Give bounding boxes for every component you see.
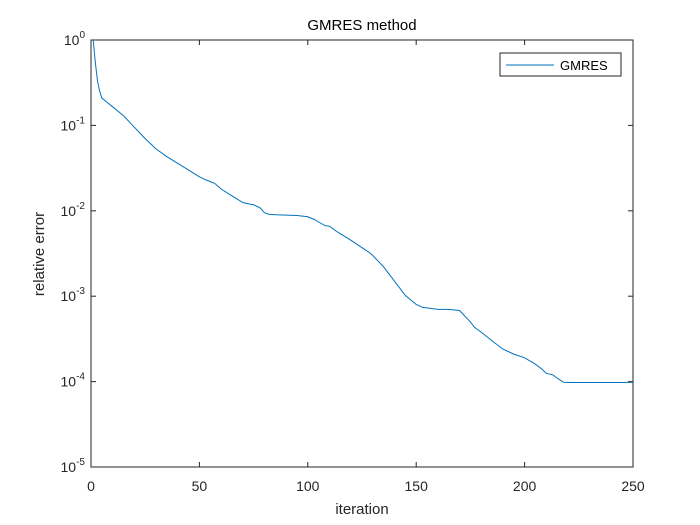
legend-box [499,52,622,77]
y-tick-label: 100 [64,30,86,48]
y-tick-base: 10 [61,374,77,390]
y-tick-exponent: 0 [79,30,85,41]
y-tick-exponent: -1 [76,115,85,126]
x-axis-ticks: 0 50 100 150 200 250 [87,40,645,494]
x-tick-label: 200 [513,478,537,494]
x-tick-label: 100 [296,478,320,494]
y-tick-exponent: -3 [76,286,85,297]
y-tick-base: 10 [61,203,77,219]
y-tick-label: 10-5 [61,457,86,475]
y-tick-label: 10-3 [61,286,86,304]
x-tick-label: 50 [192,478,208,494]
plot-area [90,39,634,468]
y-tick-label: 10-2 [61,201,86,219]
y-tick-base: 10 [61,459,77,475]
y-tick-label: 10-4 [61,372,86,390]
y-axis-label: relative error [31,212,48,296]
y-tick-exponent: -2 [76,201,85,212]
y-tick-label: 10-1 [61,115,86,133]
chart-title: GMRES method [307,17,416,34]
y-tick-exponent: -5 [76,457,85,468]
x-tick-label: 0 [87,478,95,494]
y-tick-base: 10 [61,288,77,304]
legend: GMRES [499,52,622,77]
series-line-gmres [92,39,634,383]
y-tick-base: 10 [61,117,77,133]
y-tick-exponent: -4 [76,372,85,383]
legend-label-gmres: GMRES [560,58,608,73]
y-tick-base: 10 [64,32,80,48]
x-axis-label: iteration [335,501,388,518]
x-tick-label: 250 [621,478,645,494]
x-tick-label: 150 [405,478,429,494]
